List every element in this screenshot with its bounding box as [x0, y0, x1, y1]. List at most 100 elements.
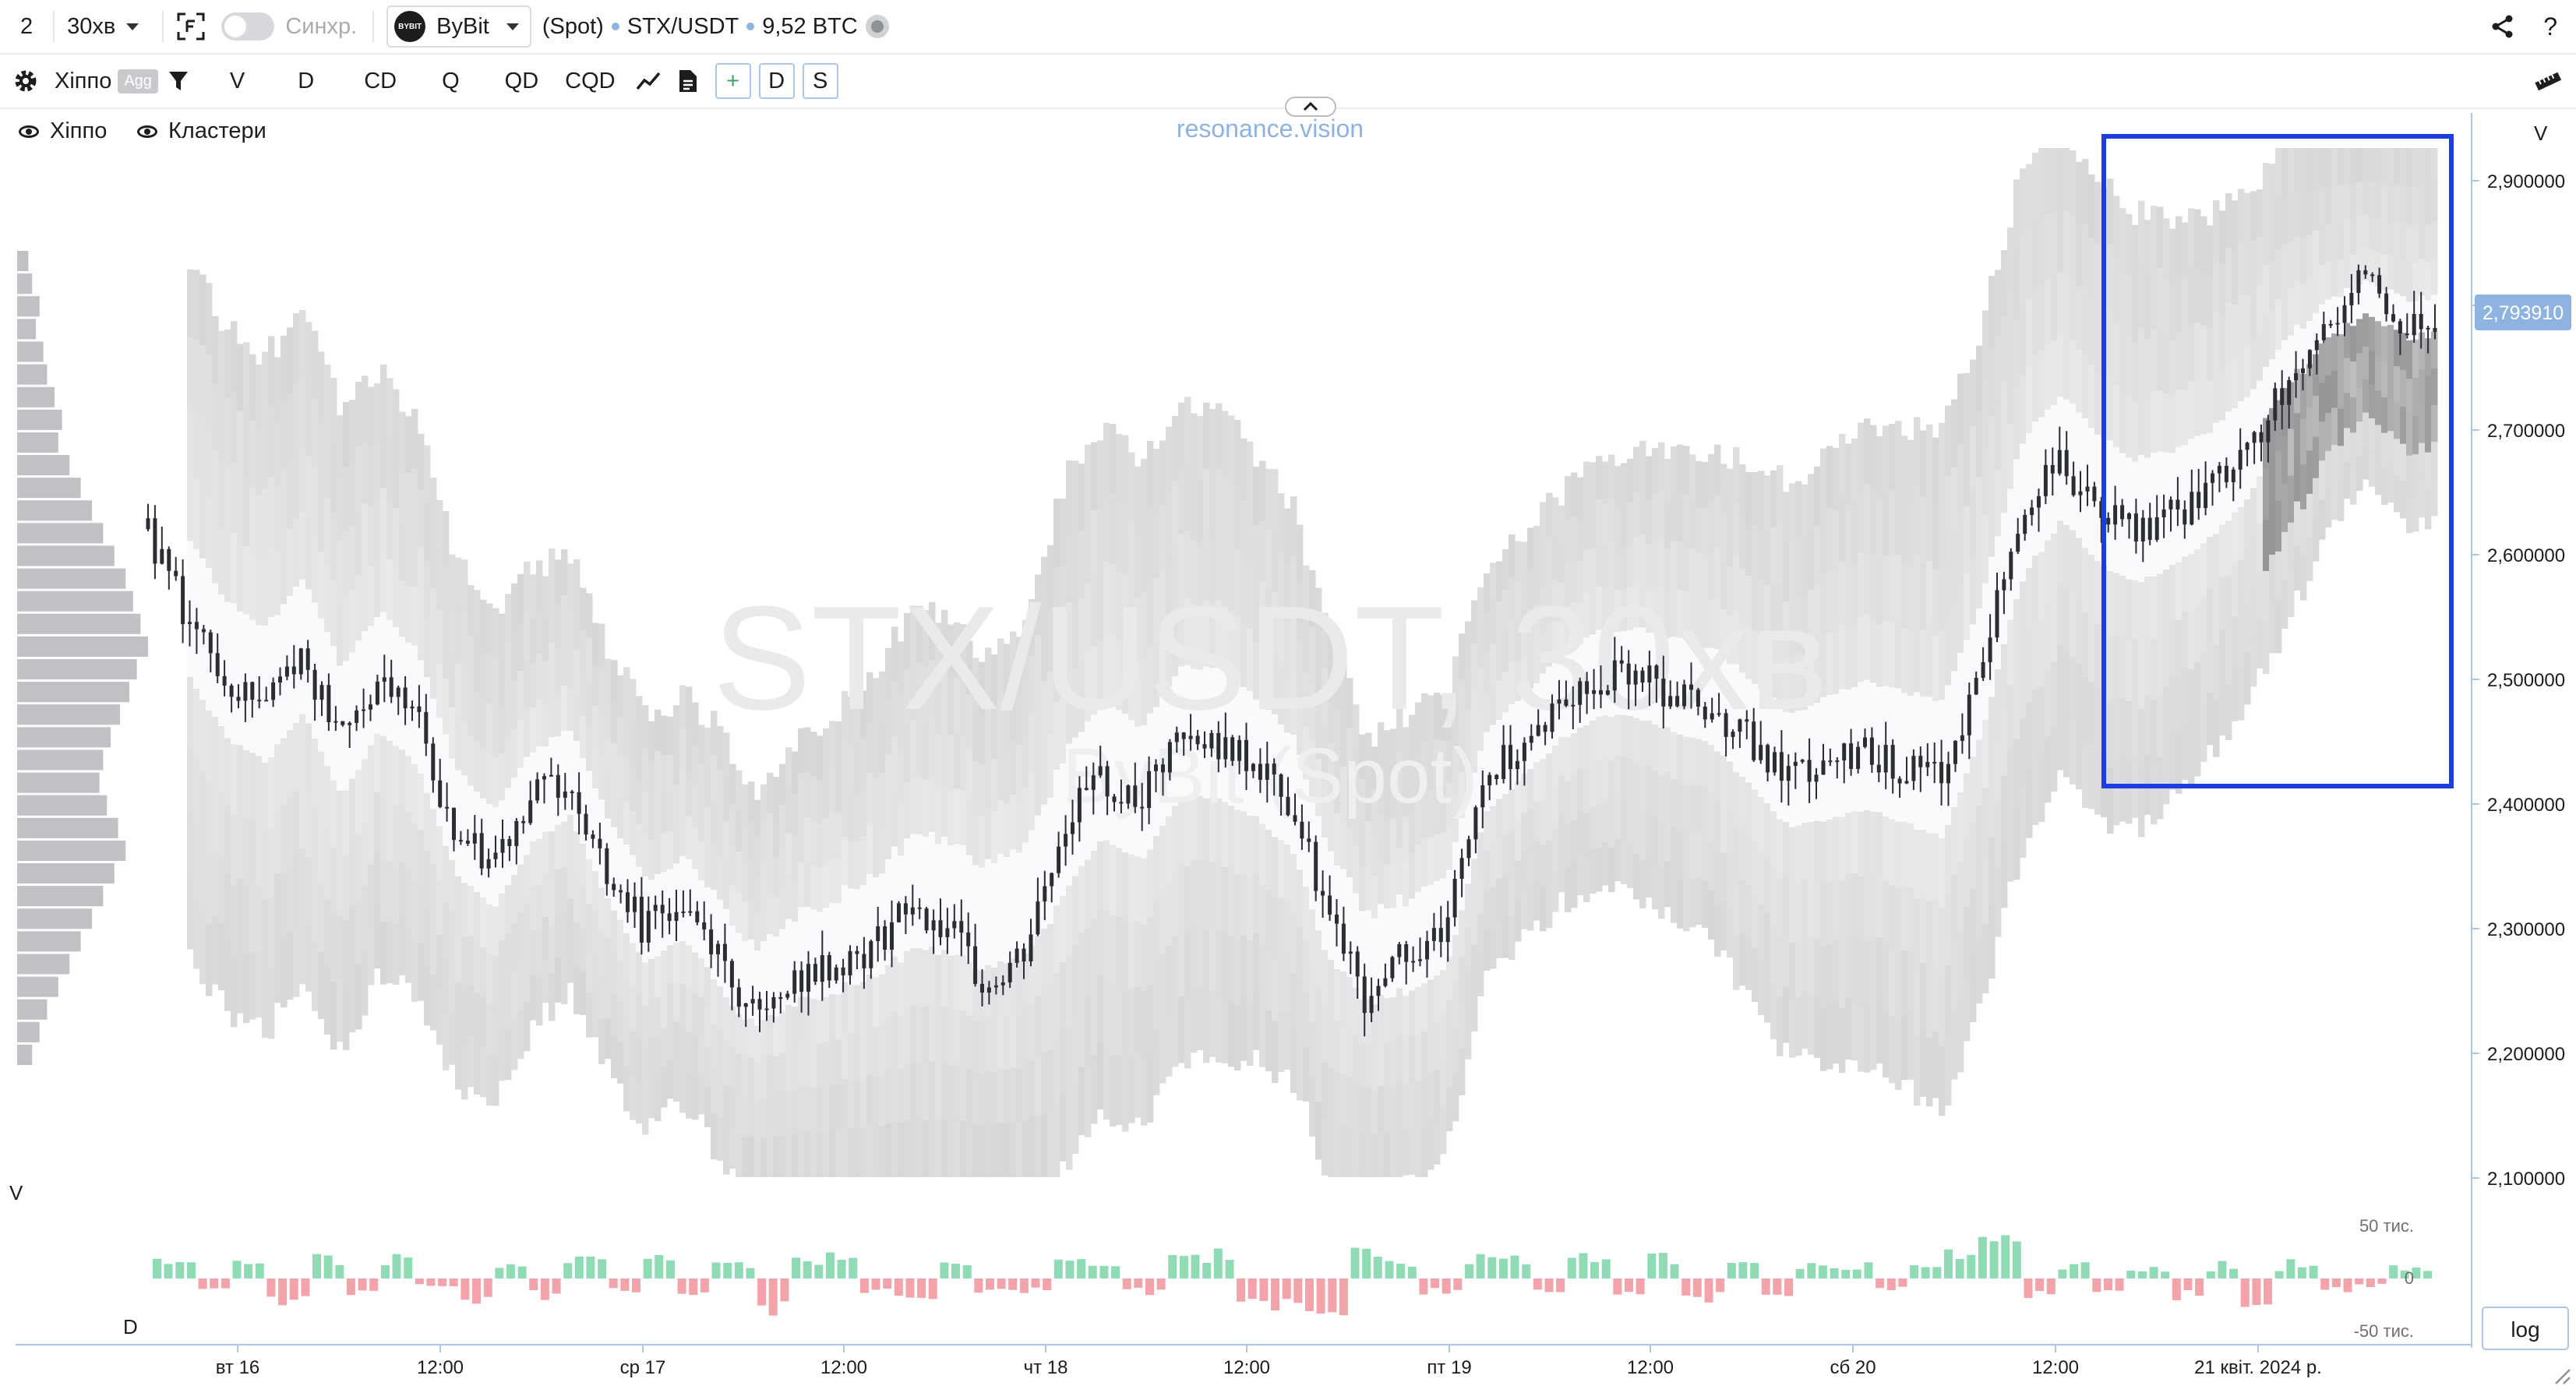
heatmap-cell [2088, 681, 2095, 746]
heatmap-cell [2344, 393, 2351, 429]
price-tick-label: 2,100000 [2487, 1169, 2565, 1190]
heatmap-cell [1346, 728, 1353, 779]
heatmap-cell [1484, 612, 1491, 654]
s-toggle-button[interactable]: S [802, 63, 838, 99]
heatmap-cell [2369, 148, 2376, 183]
heatmap-cell [1284, 845, 1291, 902]
volume-profile-bar [17, 954, 70, 975]
heatmap-cell [2350, 148, 2357, 185]
heatmap-cell [748, 900, 755, 940]
heatmap-cell [1371, 961, 1378, 1006]
heatmap-cell [854, 1081, 861, 1130]
timeframe-select[interactable]: 30хв [67, 0, 139, 54]
heatmap-cell [1390, 997, 1397, 1043]
heatmap-cell [1509, 619, 1516, 663]
legend-clusters[interactable]: Кластери [137, 118, 266, 144]
heatmap-cell [1565, 781, 1572, 826]
candle-body [208, 632, 213, 654]
candle-body [1015, 948, 1019, 963]
heatmap-cell [1770, 868, 1777, 926]
legend-hippo[interactable]: Хіппо [19, 118, 107, 144]
heatmap-cell [418, 660, 425, 718]
exchange-select[interactable]: BYBIT ByBit [386, 5, 531, 48]
help-button[interactable]: ? [2543, 12, 2557, 41]
heatmap-cell [1022, 619, 1029, 677]
heatmap-cell [1664, 727, 1671, 773]
heatmap-cell [1752, 472, 1759, 526]
time-ticks[interactable]: вт 16 12:00 ср 17 12:00 чт 18 12:00 пт 19 12:00… [216, 1345, 2322, 1378]
heatmap-cell [1795, 481, 1802, 540]
heatmap-cell [1340, 971, 1347, 1024]
heatmap-cell [1035, 634, 1042, 696]
heatmap-cell [1851, 749, 1858, 813]
heatmap-cell [2338, 148, 2345, 186]
heatmap-cell [810, 998, 817, 1044]
eye-icon[interactable] [19, 125, 39, 138]
heatmap-cell [2281, 148, 2288, 197]
heatmap-cell [1452, 656, 1459, 704]
share-button[interactable] [2490, 0, 2515, 54]
collapse-handle[interactable] [1285, 97, 1336, 117]
heatmap-cell [1808, 474, 1815, 533]
heatmap-cell [1203, 732, 1210, 799]
log-scale-button[interactable] [2482, 1307, 2569, 1350]
volume-profile-bar [17, 500, 92, 521]
heatmap-cell [1477, 873, 1484, 915]
agg-badge[interactable]: Agg [118, 69, 158, 93]
ruler-button[interactable] [2534, 72, 2562, 90]
document-button[interactable] [678, 69, 698, 93]
heatmap-cell [1527, 728, 1534, 770]
layout-number[interactable]: 2 [20, 13, 34, 39]
heatmap-cell [1004, 1123, 1011, 1177]
eye-icon[interactable] [137, 125, 157, 138]
heatmap-cell [1739, 828, 1746, 882]
heatmap-cell [1265, 830, 1272, 891]
heatmap-cell [1764, 967, 1771, 1023]
filter-button[interactable] [168, 69, 189, 93]
heatmap-cell [611, 743, 618, 786]
hippo-button[interactable]: Хіппо Agg [55, 54, 158, 108]
heatmap-cell [1029, 1118, 1036, 1177]
heatmap-cell [898, 855, 905, 910]
symbol[interactable]: STX/USDT [626, 13, 739, 39]
heatmap-cell [960, 624, 967, 681]
candle-body [174, 570, 178, 577]
heatmap-cell [312, 874, 319, 943]
resize-handle-icon[interactable] [2555, 1369, 2571, 1384]
heatmap-cell [1353, 1129, 1360, 1177]
heatmap-cell [1714, 546, 1721, 599]
settings-button[interactable] [12, 68, 39, 94]
indicator-button-q[interactable]: Q [442, 68, 460, 93]
candle-body [445, 806, 450, 809]
d-toggle-button[interactable]: D [758, 63, 795, 99]
heatmap-cell [224, 534, 231, 603]
indicator-button-d[interactable]: D [298, 68, 315, 93]
heatmap-cell [767, 813, 774, 855]
indicator-button-cd[interactable]: CD [364, 68, 397, 93]
line-chart-button[interactable] [636, 70, 661, 92]
heatmap-cell [1658, 584, 1665, 633]
heatmap-cell [835, 1130, 842, 1177]
volume-bar-down [415, 1278, 424, 1285]
indicator-button-v[interactable]: V [229, 68, 245, 93]
heatmap-cell [287, 864, 294, 933]
heatmap-cell [2381, 361, 2388, 398]
price-ticks[interactable]: 2,9000002,8000002,7000002,6000002,500000… [2472, 171, 2565, 1190]
heatmap-cell [2369, 215, 2376, 251]
heatmap-cell [1789, 483, 1796, 541]
heatmap-cell [2275, 148, 2282, 199]
add-indicator-button[interactable]: + [715, 63, 751, 99]
heatmap-cell [1228, 415, 1235, 481]
heatmap-cell [1116, 710, 1123, 780]
heatmap-cell [1702, 788, 1709, 835]
indicator-button-qd[interactable]: QD [504, 68, 539, 93]
heatmap-cell [1509, 916, 1516, 961]
heatmap-cell [1197, 542, 1204, 607]
sync-toggle[interactable] [221, 12, 275, 41]
indicator-button-cqd[interactable]: CQD [565, 68, 616, 93]
heatmap-cell [1845, 505, 1852, 568]
fullscreen-button[interactable] [176, 0, 206, 54]
candle-body [1786, 766, 1791, 781]
heatmap-cell [1159, 504, 1166, 570]
